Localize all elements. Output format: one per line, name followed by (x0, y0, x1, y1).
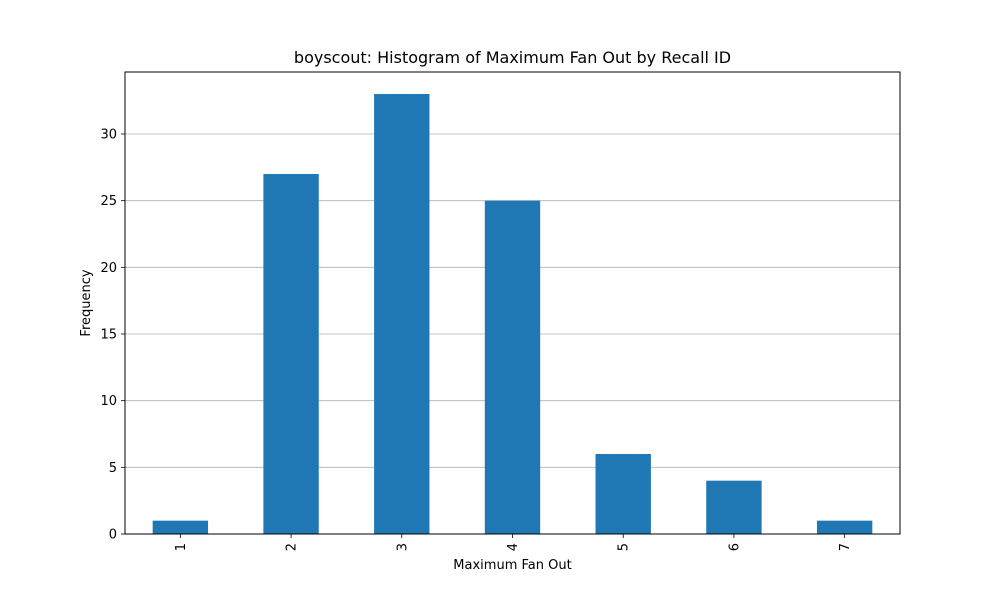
x-tick-label: 2 (285, 543, 300, 551)
x-tick-label: 3 (395, 543, 410, 551)
y-tick-label: 10 (100, 394, 117, 409)
y-axis-label: Frequency (79, 269, 94, 336)
bar-1 (152, 520, 209, 534)
bars-layer (152, 94, 873, 534)
bar-4 (484, 200, 541, 534)
bar-3 (374, 94, 430, 534)
x-tick-label: 6 (727, 543, 742, 551)
bar-2 (263, 174, 319, 534)
x-axis-label: Maximum Fan Out (453, 558, 571, 573)
y-tick-label: 0 (109, 528, 117, 543)
x-tick-label: 5 (617, 543, 632, 551)
y-tick-label: 30 (100, 128, 117, 143)
chart-title: boyscout: Histogram of Maximum Fan Out b… (294, 48, 731, 67)
x-tick-label: 1 (174, 543, 189, 551)
y-tick-label: 5 (109, 461, 117, 476)
y-tick-label: 25 (100, 194, 117, 209)
bar-7 (816, 520, 873, 534)
y-tick-label: 15 (100, 328, 117, 343)
x-axis-ticks: 1 2 3 4 5 6 7 (174, 534, 853, 551)
x-tick-label: 4 (506, 543, 521, 551)
y-tick-label: 20 (100, 261, 117, 276)
y-axis-ticks: 0 5 10 15 20 25 30 (100, 128, 125, 543)
bar-6 (706, 480, 762, 534)
x-tick-label: 7 (838, 543, 853, 551)
bar-5 (595, 454, 651, 534)
